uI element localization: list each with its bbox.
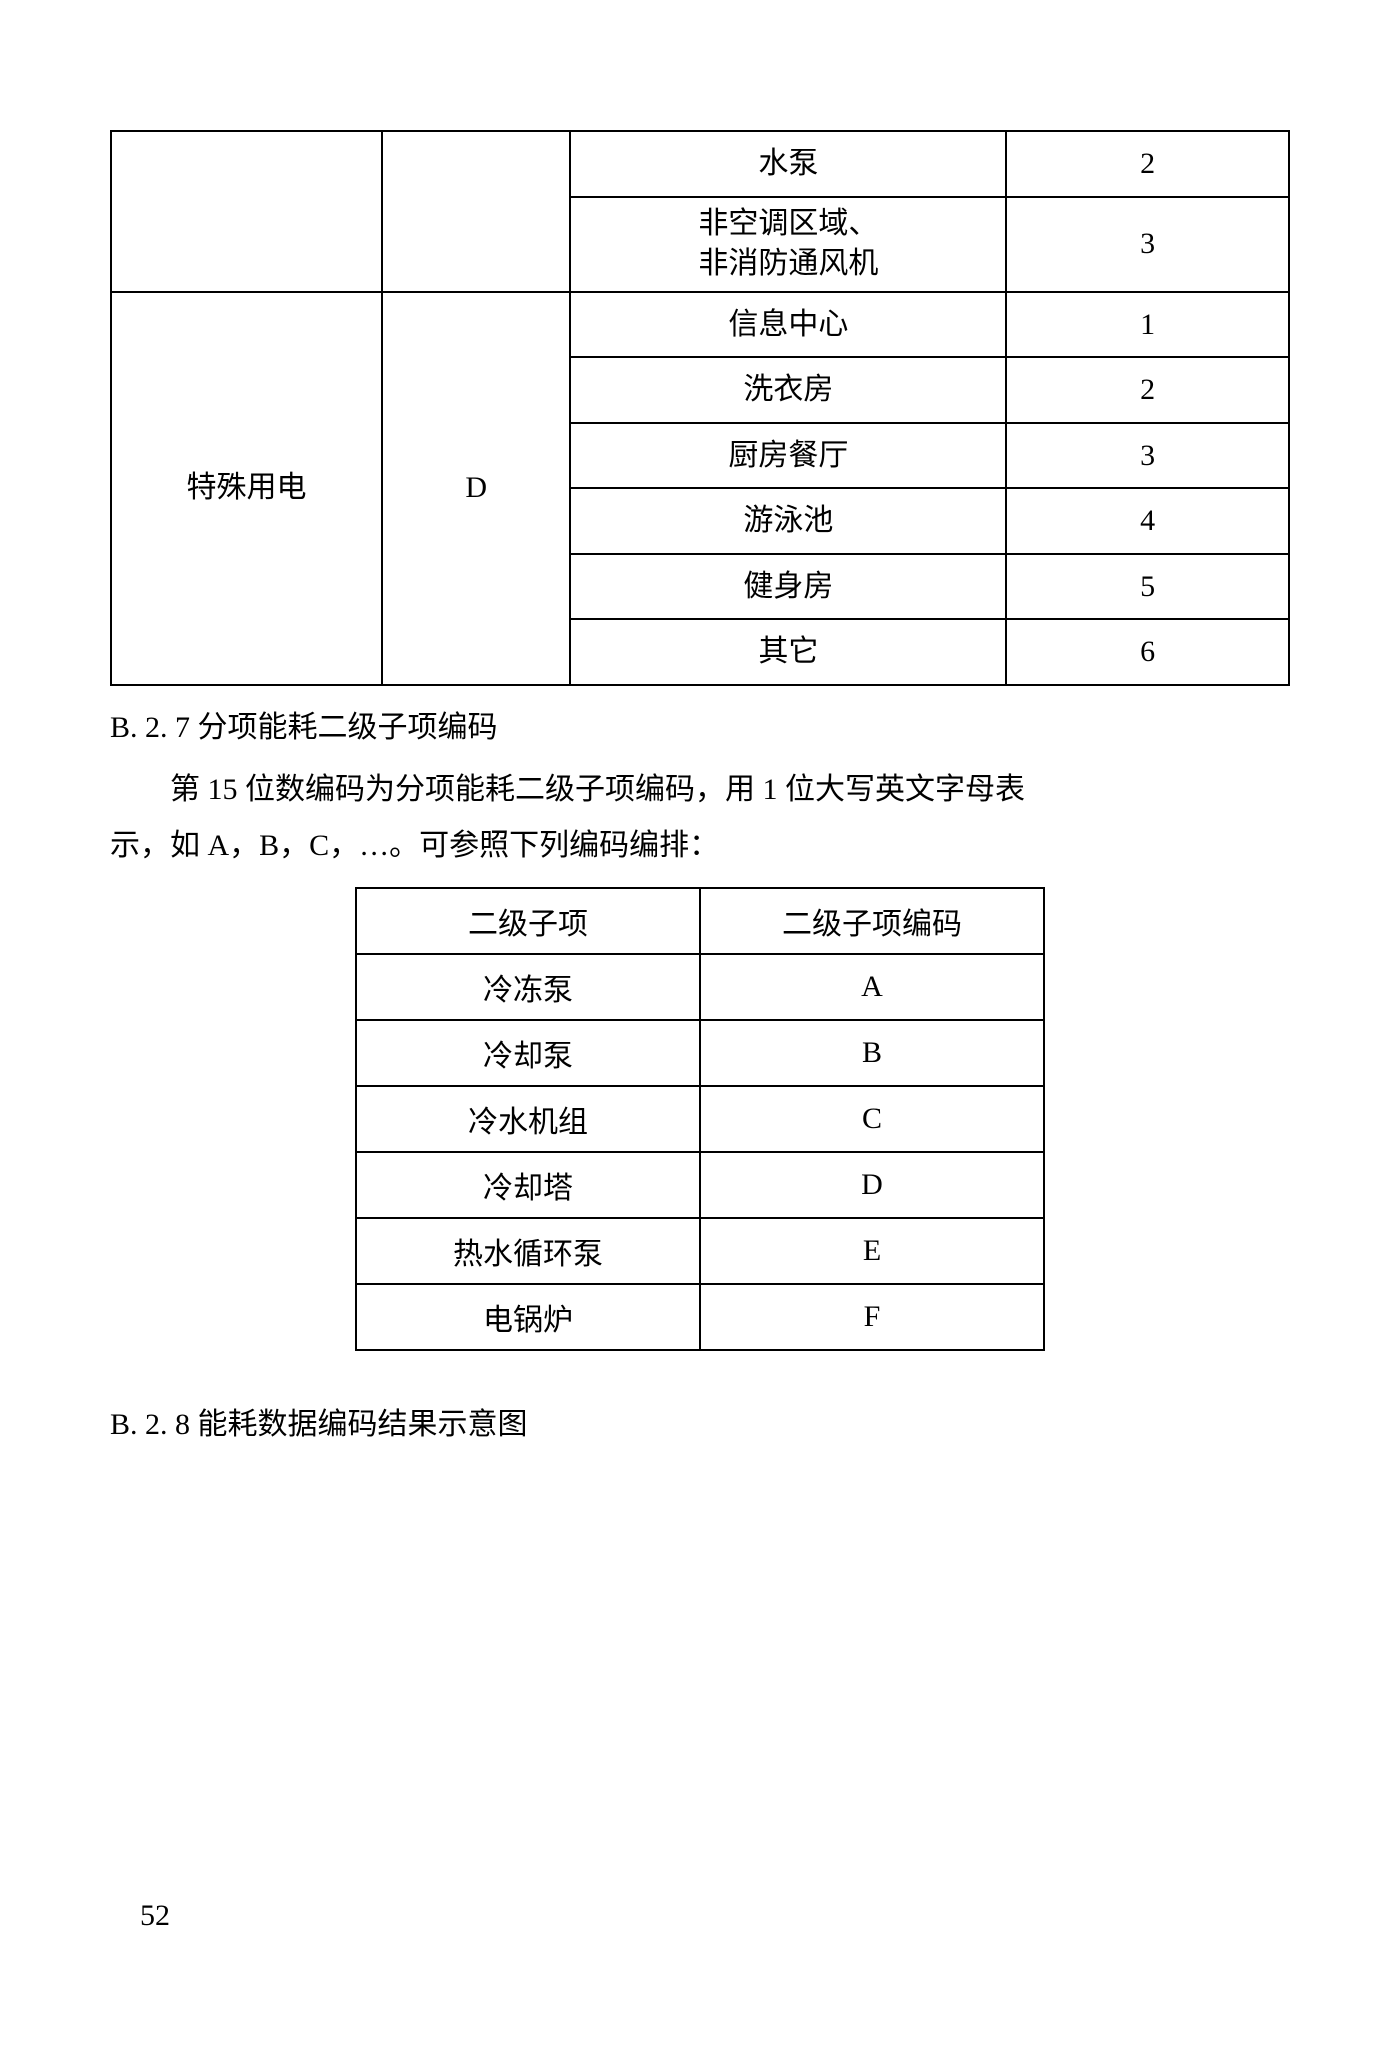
cell-item: 厨房餐厅 [570,423,1006,489]
cell-code: 2 [1006,357,1289,423]
col-header: 二级子项 [356,888,700,954]
section-title-b28: B. 2. 8 能耗数据编码结果示意图 [110,1401,1290,1449]
cell-code: 3 [1006,423,1289,489]
table-row: 冷水机组 C [356,1086,1044,1152]
table-header-row: 二级子项 二级子项编码 [356,888,1044,954]
cell-item: 洗衣房 [570,357,1006,423]
cell-item: 冷却泵 [356,1020,700,1086]
cell-item: 冷却塔 [356,1152,700,1218]
body-paragraph-line2: 示，如 A，B，C，…。可参照下列编码编排： [110,820,1290,873]
cell-code: 3 [1006,197,1289,292]
table-row: 冷冻泵 A [356,954,1044,1020]
table-row: 水泵 2 [111,131,1289,197]
cell-code: 4 [1006,488,1289,554]
document-page: 水泵 2 非空调区域、非消防通风机 3 特殊用电 D 信息中心 1 洗衣房 2 … [0,0,1400,2048]
table-row: 冷却泵 B [356,1020,1044,1086]
body-paragraph-line1: 第 15 位数编码为分项能耗二级子项编码，用 1 位大写英文字母表 [110,764,1290,817]
cell-code: 2 [1006,131,1289,197]
cell-code: 1 [1006,292,1289,358]
cell-col2-blank [382,131,570,292]
cell-item: 健身房 [570,554,1006,620]
table-row: 电锅炉 F [356,1284,1044,1350]
page-number: 52 [140,1899,170,1933]
table-subitem-codes: 水泵 2 非空调区域、非消防通风机 3 特殊用电 D 信息中心 1 洗衣房 2 … [110,130,1290,686]
cell-code: C [700,1086,1044,1152]
table-row: 特殊用电 D 信息中心 1 [111,292,1289,358]
cell-item: 热水循环泵 [356,1218,700,1284]
cell-item: 冷冻泵 [356,954,700,1020]
section-title-b27: B. 2. 7 分项能耗二级子项编码 [110,704,1290,752]
table-row: 冷却塔 D [356,1152,1044,1218]
cell-code: A [700,954,1044,1020]
cell-code: 6 [1006,619,1289,685]
cell-item: 游泳池 [570,488,1006,554]
cell-category: 特殊用电 [111,292,382,685]
col-header: 二级子项编码 [700,888,1044,954]
cell-item: 其它 [570,619,1006,685]
cell-code: F [700,1284,1044,1350]
cell-item: 水泵 [570,131,1006,197]
cell-code: B [700,1020,1044,1086]
cell-code: D [700,1152,1044,1218]
cell-code: E [700,1218,1044,1284]
cell-code: 5 [1006,554,1289,620]
cell-col1-blank [111,131,382,292]
table-secondary-codes: 二级子项 二级子项编码 冷冻泵 A 冷却泵 B 冷水机组 C 冷却塔 D 热水循… [355,887,1045,1351]
cell-item: 信息中心 [570,292,1006,358]
cell-category-code: D [382,292,570,685]
cell-item: 非空调区域、非消防通风机 [570,197,1006,292]
table-row: 热水循环泵 E [356,1218,1044,1284]
cell-item: 电锅炉 [356,1284,700,1350]
cell-item: 冷水机组 [356,1086,700,1152]
